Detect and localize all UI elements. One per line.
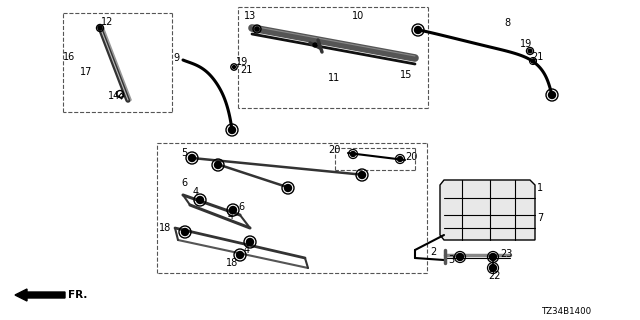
Text: 4: 4 bbox=[228, 211, 234, 221]
Circle shape bbox=[98, 26, 102, 30]
Text: 21: 21 bbox=[531, 52, 543, 62]
Text: 22: 22 bbox=[488, 271, 500, 281]
Text: 23: 23 bbox=[500, 249, 513, 259]
Circle shape bbox=[189, 155, 195, 162]
Text: 2: 2 bbox=[430, 247, 436, 257]
Text: 19: 19 bbox=[520, 39, 532, 49]
FancyArrow shape bbox=[15, 289, 65, 301]
Circle shape bbox=[351, 151, 355, 156]
Circle shape bbox=[490, 265, 497, 271]
Circle shape bbox=[196, 196, 204, 204]
Text: 6: 6 bbox=[238, 202, 244, 212]
Text: 9: 9 bbox=[173, 53, 179, 63]
Text: 16: 16 bbox=[63, 52, 76, 62]
Text: 5: 5 bbox=[181, 148, 188, 158]
Circle shape bbox=[531, 59, 535, 63]
Text: TZ34B1400: TZ34B1400 bbox=[542, 308, 592, 316]
Circle shape bbox=[214, 162, 221, 169]
Circle shape bbox=[230, 206, 237, 213]
Circle shape bbox=[232, 66, 236, 68]
Text: 4: 4 bbox=[244, 245, 250, 255]
Circle shape bbox=[456, 253, 463, 260]
Text: 1: 1 bbox=[537, 183, 543, 193]
Text: 20: 20 bbox=[405, 152, 417, 162]
Polygon shape bbox=[440, 180, 535, 240]
Text: 10: 10 bbox=[352, 11, 364, 21]
Text: 3: 3 bbox=[448, 255, 454, 265]
Circle shape bbox=[182, 228, 189, 236]
Circle shape bbox=[358, 172, 365, 179]
Text: 12: 12 bbox=[101, 17, 113, 27]
Text: 7: 7 bbox=[537, 213, 543, 223]
Circle shape bbox=[228, 126, 236, 133]
Circle shape bbox=[246, 238, 253, 245]
Circle shape bbox=[548, 92, 556, 99]
Circle shape bbox=[237, 252, 243, 259]
Text: 19: 19 bbox=[236, 57, 248, 67]
Circle shape bbox=[528, 49, 532, 53]
Text: 13: 13 bbox=[244, 11, 256, 21]
Text: FR.: FR. bbox=[68, 290, 88, 300]
Text: 8: 8 bbox=[504, 18, 510, 28]
Text: 6: 6 bbox=[181, 178, 187, 188]
Circle shape bbox=[415, 27, 422, 34]
Text: 17: 17 bbox=[80, 67, 92, 77]
Text: 18: 18 bbox=[226, 258, 238, 268]
Text: 14: 14 bbox=[108, 91, 120, 101]
Text: 11: 11 bbox=[328, 73, 340, 83]
Text: 21: 21 bbox=[240, 65, 252, 75]
Circle shape bbox=[397, 156, 403, 162]
Circle shape bbox=[313, 43, 317, 47]
Text: 15: 15 bbox=[400, 70, 412, 80]
Circle shape bbox=[490, 253, 497, 260]
Text: 18: 18 bbox=[159, 223, 172, 233]
Text: 20: 20 bbox=[328, 145, 340, 155]
Circle shape bbox=[285, 185, 291, 191]
Circle shape bbox=[255, 27, 259, 31]
Text: 4: 4 bbox=[193, 187, 199, 197]
